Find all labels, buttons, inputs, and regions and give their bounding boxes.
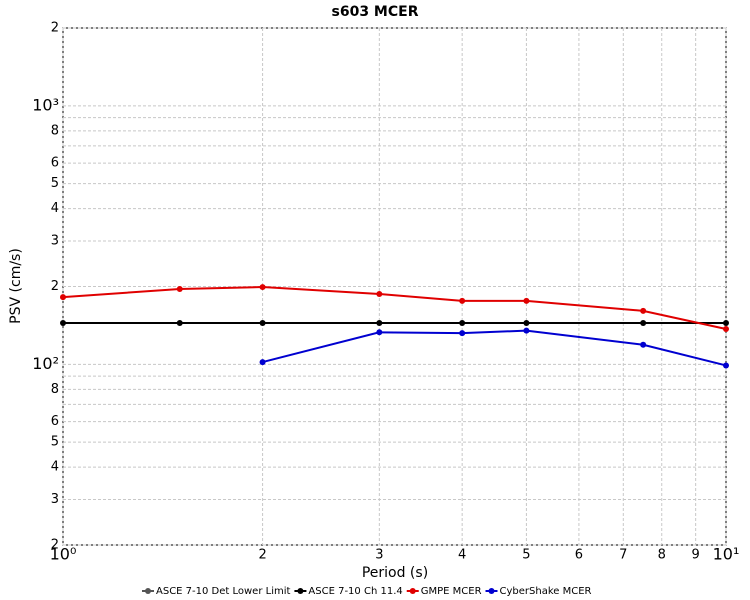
data-point	[60, 294, 66, 301]
legend-marker	[297, 588, 304, 594]
data-point	[259, 284, 266, 291]
series-line	[62, 286, 727, 330]
y-tick-label: 2	[51, 538, 59, 553]
legend-label: CyberShake MCER	[500, 586, 592, 597]
legend-marker	[145, 588, 151, 594]
data-point	[640, 307, 647, 314]
y-tick-label: 10²	[32, 354, 59, 373]
y-tick-label: 8	[51, 123, 59, 138]
legend-label: ASCE 7-10 Det Lower Limit	[156, 586, 290, 597]
x-tick-label: 8	[658, 548, 666, 563]
y-tick-label: 5	[51, 435, 59, 450]
data-point	[723, 319, 729, 326]
x-tick-label: 7	[619, 548, 627, 563]
x-tick-label: 5	[522, 548, 530, 563]
data-point	[523, 297, 530, 304]
y-tick-label: 2	[51, 21, 59, 36]
x-tick-label: 4	[458, 548, 466, 563]
x-tick-label: 3	[375, 548, 383, 563]
legend-label: ASCE 7-10 Ch 11.4	[308, 586, 402, 597]
data-point	[176, 319, 183, 326]
y-tick-label: 2	[51, 279, 59, 294]
chart-title: s603 MCER	[332, 4, 419, 20]
data-point	[259, 319, 266, 326]
data-point	[640, 319, 647, 326]
y-tick-label: 8	[51, 382, 59, 397]
data-point	[640, 341, 647, 348]
data-point	[723, 325, 729, 332]
legend-marker	[409, 588, 416, 594]
legend-marker	[488, 588, 495, 594]
data-point	[60, 319, 66, 326]
data-point	[523, 319, 530, 326]
data-point	[376, 329, 383, 336]
x-tick-label: 9	[692, 548, 700, 563]
data-point	[523, 327, 530, 334]
x-tick-label: 10¹	[713, 545, 740, 564]
data-point	[459, 330, 466, 337]
y-tick-label: 4	[51, 460, 59, 475]
x-tick-label: 10⁰	[50, 545, 77, 564]
series-line	[262, 329, 727, 367]
data-point	[459, 319, 466, 326]
x-tick-label: 2	[258, 548, 266, 563]
y-tick-label: 6	[51, 414, 59, 429]
data-point	[376, 291, 383, 298]
data-point	[376, 319, 383, 326]
data-point	[723, 362, 729, 369]
y-tick-label: 4	[51, 201, 59, 216]
y-tick-label: 10³	[32, 95, 59, 114]
data-point	[176, 286, 183, 293]
grid	[62, 27, 727, 546]
y-tick-label: 6	[51, 156, 59, 171]
y-axis-label: PSV (cm/s)	[8, 248, 24, 324]
data-point	[459, 297, 466, 304]
legend-label: GMPE MCER	[421, 586, 482, 597]
y-tick-label: 3	[51, 492, 59, 507]
data-point	[259, 359, 266, 366]
y-tick-label: 3	[51, 233, 59, 248]
x-tick-label: 6	[575, 548, 583, 563]
y-tick-label: 5	[51, 176, 59, 191]
x-axis-label: Period (s)	[362, 565, 428, 581]
